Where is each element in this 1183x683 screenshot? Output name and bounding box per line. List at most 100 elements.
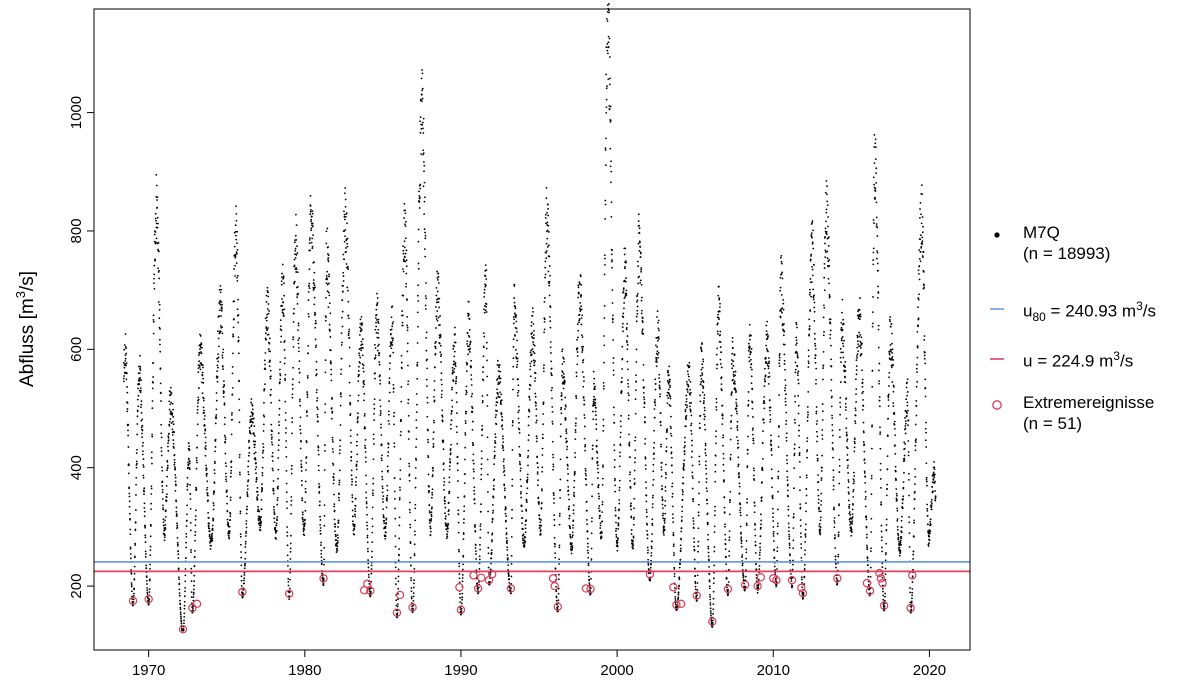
m7q-point — [262, 442, 264, 445]
m7q-point — [740, 545, 743, 548]
m7q-point — [483, 335, 486, 338]
m7q-point — [412, 592, 415, 595]
m7q-point — [487, 531, 490, 534]
m7q-point — [679, 544, 682, 547]
m7q-point — [626, 360, 629, 363]
m7q-point — [699, 427, 701, 429]
m7q-point — [717, 316, 720, 319]
m7q-point — [401, 314, 404, 317]
m7q-point — [685, 394, 688, 397]
m7q-point — [430, 515, 433, 518]
m7q-point — [247, 473, 250, 476]
m7q-point — [234, 224, 237, 227]
m7q-point — [344, 229, 347, 231]
m7q-point — [662, 531, 665, 534]
m7q-point — [659, 393, 662, 396]
m7q-point — [403, 217, 405, 219]
m7q-point — [575, 371, 578, 374]
m7q-point — [449, 448, 452, 450]
m7q-point — [334, 533, 337, 536]
m7q-point — [546, 229, 549, 232]
m7q-point — [277, 485, 279, 488]
m7q-point — [342, 285, 344, 287]
m7q-point — [496, 410, 498, 412]
m7q-point — [263, 359, 266, 362]
m7q-point — [581, 336, 584, 338]
m7q-point — [331, 462, 334, 465]
m7q-point — [308, 285, 310, 288]
m7q-point — [622, 291, 624, 294]
m7q-point — [611, 321, 614, 324]
m7q-point — [197, 402, 199, 404]
m7q-point — [265, 327, 268, 330]
m7q-point — [432, 419, 435, 422]
m7q-point — [633, 469, 636, 472]
m7q-point — [375, 314, 378, 316]
m7q-point — [337, 519, 340, 522]
m7q-point — [487, 546, 490, 549]
m7q-point — [776, 546, 779, 549]
m7q-point — [772, 512, 774, 515]
m7q-point — [592, 370, 595, 373]
m7q-point — [602, 382, 605, 384]
m7q-point — [239, 512, 242, 515]
m7q-point — [229, 475, 232, 478]
m7q-point — [339, 424, 342, 426]
m7q-point — [190, 567, 193, 570]
m7q-point — [449, 423, 452, 426]
m7q-point — [290, 534, 292, 537]
m7q-point — [500, 412, 503, 415]
m7q-point — [419, 116, 422, 119]
m7q-point — [317, 420, 319, 423]
m7q-point — [760, 523, 762, 526]
m7q-point — [607, 41, 610, 44]
m7q-point — [398, 554, 400, 557]
m7q-point — [410, 587, 413, 589]
m7q-point — [355, 484, 357, 487]
m7q-point — [375, 325, 378, 328]
m7q-point — [399, 469, 402, 472]
m7q-point — [622, 330, 625, 333]
m7q-point — [669, 386, 672, 389]
m7q-point — [276, 499, 279, 501]
m7q-point — [721, 414, 724, 417]
m7q-point — [203, 409, 205, 412]
m7q-point — [129, 518, 131, 521]
m7q-point — [720, 351, 723, 353]
m7q-point — [170, 401, 173, 404]
m7q-point — [185, 525, 188, 528]
m7q-point — [280, 329, 283, 332]
m7q-point — [604, 149, 607, 151]
m7q-point — [435, 315, 438, 318]
m7q-point — [560, 435, 562, 438]
m7q-point — [340, 368, 343, 371]
m7q-point — [465, 389, 468, 392]
m7q-point — [556, 607, 559, 610]
m7q-point — [382, 508, 385, 510]
m7q-point — [437, 279, 439, 281]
m7q-point — [456, 462, 459, 465]
m7q-point — [760, 499, 763, 502]
m7q-point — [629, 471, 632, 474]
m7q-point — [632, 523, 635, 526]
m7q-point — [320, 544, 322, 547]
m7q-point — [758, 554, 761, 556]
m7q-point — [738, 492, 741, 495]
m7q-point — [553, 514, 556, 517]
m7q-point — [384, 525, 387, 528]
m7q-point — [190, 572, 193, 574]
m7q-point — [612, 373, 615, 376]
m7q-point — [753, 511, 756, 514]
m7q-point — [283, 294, 286, 297]
m7q-point — [365, 500, 368, 503]
m7q-point — [407, 438, 410, 440]
m7q-point — [380, 459, 383, 462]
m7q-point — [388, 391, 391, 394]
m7q-point — [308, 268, 311, 271]
m7q-point — [506, 546, 509, 548]
m7q-point — [696, 574, 699, 577]
m7q-point — [644, 457, 647, 460]
m7q-point — [595, 418, 598, 421]
m7q-point — [335, 539, 338, 541]
m7q-point — [248, 439, 250, 442]
